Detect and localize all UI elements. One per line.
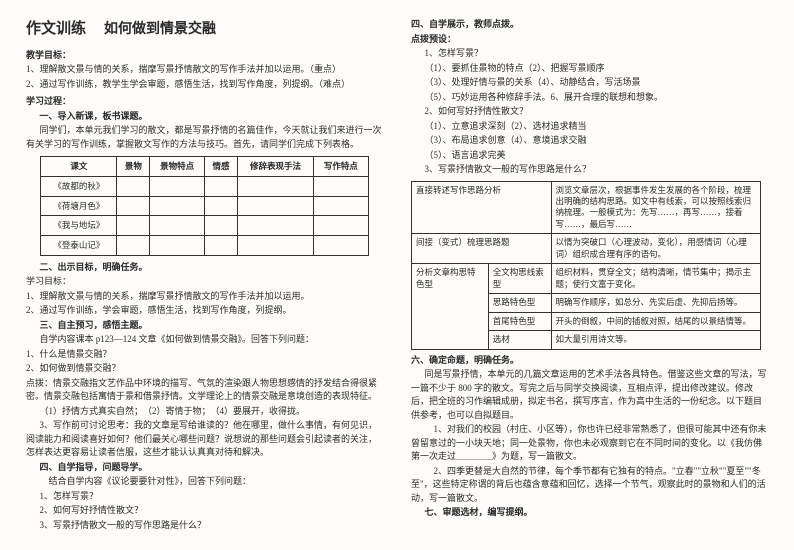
right-column: 四、自学展示，教师点拨。 点拨预设： 1、怎样写景？ （1）、要抓住景物的特点（… (411, 18, 768, 532)
t2-r2c2: 以情为突破口（心理波动，变化），用感情词（心理词）组织成合理有序的语句。 (551, 234, 760, 264)
lesson-table: 课文 景物 景物特点 情感 修辞表现手法 写作特点 《故都的秋》 《荷塘月色》 … (40, 156, 368, 256)
t2-r1c2: 浏览文章层次，根据事件发生发展的各个阶段，梳理出明确的结构思路。如文中有线索，可… (551, 181, 760, 234)
table-row: 间接（变式）梳理思路题 以情为突破口（心理波动，变化），用感情词（心理词）组织成… (412, 234, 761, 264)
th-writing: 写作特点 (314, 157, 369, 177)
t2-r4c1: 思路特色型 (488, 294, 551, 312)
process-heading: 学习过程： (26, 95, 383, 109)
section-6-head: 六、确定命题，明确任务。 (411, 354, 768, 368)
s6-p3: 2、四季更替是大自然的节律，每个季节都有它独有的特点。"立春""立秋""夏至""… (411, 465, 768, 506)
t2-r6c2: 如大量引用诗文等。 (551, 331, 760, 349)
pb-head: 点拨预设： (411, 33, 768, 47)
goal-item-1: 1、理解散文景与情的关系，揣摩写景抒情散文的写作手法并加以运用。（重点） (26, 63, 383, 77)
t2-r1c1: 直接转述写作思路分析 (412, 181, 552, 234)
th-rhetoric: 修辞表现手法 (237, 157, 313, 177)
th-scenery: 景物 (117, 157, 150, 177)
table-row: 《登泰山记》 (41, 236, 368, 256)
row-title: 《荷塘月色》 (41, 196, 117, 216)
s3-answer: 点拨：情景交融指文艺作品中环境的描写、气氛的渲染跟人物思想感情的抒发结合得很紧密… (26, 377, 383, 404)
learn-goal-2: 2、通过写作训练，学会审题，感悟生活，找到写作角度，列提纲。 (26, 304, 383, 318)
r-q1-1: （1）、要抓住景物的特点（2）、把握写景顺序 (411, 62, 768, 76)
r-q1-head: 1、怎样写景？ (411, 47, 768, 61)
t2-r3c1b: 全文构思线索型 (488, 264, 551, 294)
r-q1-2: （3）、处理好情与景的关系（4）、动静结合，写活场景 (411, 76, 768, 90)
s3-q1: 1、什么是情景交融？ (26, 348, 383, 362)
row-title: 《故都的秋》 (41, 176, 117, 196)
title-row: 作文训练 如何做到情景交融 (26, 18, 383, 41)
goal-item-2: 2、通过写作训练，教学生学会审题，感悟生活，找到写作角度，列提纲。（难点） (26, 78, 383, 92)
r-q2-1: （1）、立意追求深刻（2）、选材追求精当 (411, 120, 768, 134)
t2-r4c2: 明确写作顺序，如总分、先实后虚、先抑后扬等。 (551, 294, 760, 312)
section-7-head: 七、审题选材，编写提纲。 (411, 506, 768, 520)
s4-q2: 2、如何写好抒情性散文？ (26, 504, 383, 518)
learn-goal-label: 学习目标： (26, 275, 383, 289)
s3-list: （1）抒情方式真实自然； （2）寄情于物； （4）要展开，收得拢。 (26, 405, 383, 419)
t2-r5c2: 开头的倒叙，中间的插叙对照，结尾的以景结情等。 (551, 312, 760, 330)
r-q2-head: 2、如何写好抒情性散文？ (411, 105, 768, 119)
section-4-head: 四、自学指导，问题导学。 (26, 461, 383, 475)
s4-q3: 3、写景抒情散文一般的写作思路是什么？ (26, 519, 383, 533)
r-q1-3: （5）、巧妙运用各种修辞手法。6、展开合理的联想和想象。 (411, 91, 768, 105)
section-2-head: 二、出示目标，明确任务。 (26, 261, 383, 275)
table-header-row: 课文 景物 景物特点 情感 修辞表现手法 写作特点 (41, 157, 368, 177)
s4-intro: 结合自学内容《议论要要针对性》，回答下列问题： (26, 475, 383, 489)
t2-r3c2: 组织材料，贯穿全文；结构清晰，情节集中；揭示主题；使行文富于变化。 (551, 264, 760, 294)
t2-r3c1a: 分析文章构思特色型 (412, 264, 489, 349)
title-subtitle: 如何做到情景交融 (104, 19, 216, 40)
r-q3-head: 3、写景抒情散文一般的写作思路是什么？ (411, 163, 768, 177)
table-row: 分析文章构思特色型 全文构思线索型 组织材料，贯穿全文；结构清晰，情节集中；揭示… (412, 264, 761, 294)
row-title: 《登泰山记》 (41, 236, 117, 256)
section-4b-head: 四、自学展示，教师点拨。 (411, 18, 768, 32)
th-emotion: 情感 (204, 157, 237, 177)
r-q2-3: （5）、语言追求完美 (411, 149, 768, 163)
section-3-head: 三、自主预习，感悟主题。 (26, 319, 383, 333)
table-row: 《荷塘月色》 (41, 196, 368, 216)
thinking-table: 直接转述写作思路分析 浏览文章层次，根据事件发生发展的各个阶段，梳理出明确的结构… (411, 181, 761, 350)
table-row: 直接转述写作思路分析 浏览文章层次，根据事件发生发展的各个阶段，梳理出明确的结构… (412, 181, 761, 234)
section-1-para: 同学们，本单元我们学习的散文，都是写景抒情的名篇佳作，今天就让我们来进行一次有关… (26, 124, 383, 151)
t2-r6c1: 选材 (488, 331, 551, 349)
s3-q2: 2、如何做到情景交融？ (26, 362, 383, 376)
s6-p1: 同是写景抒情，本单元的几篇文章运用的艺术手法各具特色。借鉴这些文章的写法，写一篇… (411, 368, 768, 422)
section-1-head: 一、导入新课，板书课题。 (26, 110, 383, 124)
learn-goal-1: 1、理解散文景与情的关系，揣摩写景抒情散文的写作手法并加以运用。 (26, 290, 383, 304)
s6-p2: 1、对我们的校园（村庄、小区等），你也许已经非常熟悉了，但很可能其中还有你未曾留… (411, 423, 768, 464)
th-feature: 景物特点 (150, 157, 205, 177)
section-3-intro: 自学内容课本 p123—124 文章《如何做到情景交融》。回答下列问题： (26, 333, 383, 347)
th-lesson: 课文 (41, 157, 117, 177)
row-title: 《我与地坛》 (41, 216, 117, 236)
r-q2-2: （3）、布局追求创意（4）、意境追求交融 (411, 134, 768, 148)
table-row: 《故都的秋》 (41, 176, 368, 196)
s3-p3: 3、写作前可讨论思考：我的文章是写给谁读的？他在哪里，做什么事情，有何见识，阅读… (26, 419, 383, 460)
left-column: 作文训练 如何做到情景交融 教学目标： 1、理解散文景与情的关系，揣摩写景抒情散… (26, 18, 383, 532)
t2-r2c1: 间接（变式）梳理思路题 (412, 234, 552, 264)
s4-q1: 1、怎样写景？ (26, 490, 383, 504)
t2-r5c1: 首尾特色型 (488, 312, 551, 330)
table-row: 《我与地坛》 (41, 216, 368, 236)
title-main: 作文训练 (26, 18, 86, 41)
goal-heading: 教学目标： (26, 49, 383, 63)
